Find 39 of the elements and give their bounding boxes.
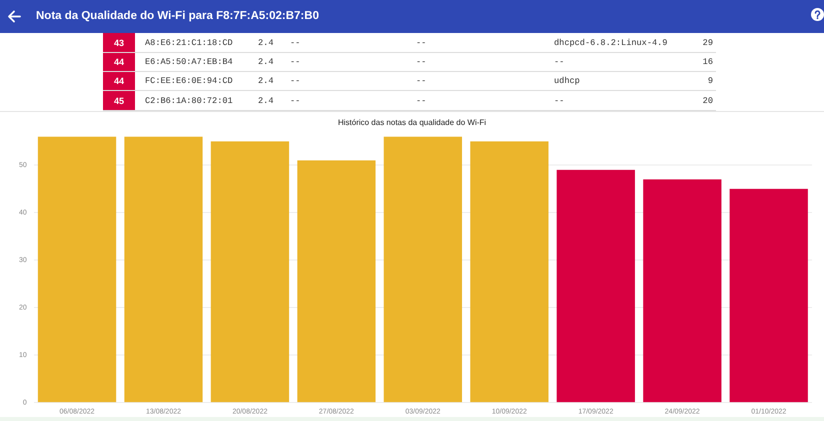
text: dhcpcd-6.8.2:Linux-4.9	[554, 38, 668, 48]
text: udhcp	[554, 76, 580, 86]
text: 2.4	[258, 96, 274, 106]
bar	[643, 179, 722, 402]
bar	[124, 136, 203, 402]
text: 44	[114, 76, 124, 86]
bar	[384, 136, 462, 402]
text: 20	[702, 96, 713, 106]
text: C2:B6:1A:80:72:01	[145, 96, 233, 106]
text: --	[416, 57, 426, 67]
text: --	[290, 38, 300, 48]
text: Nota da Qualidade do Wi-Fi para F8:7F:A5:02:B7:B0	[36, 9, 319, 24]
text: 2.4	[258, 76, 274, 86]
text: --	[416, 96, 426, 106]
text: 9	[708, 76, 713, 86]
text: --	[416, 76, 426, 86]
bar	[470, 141, 548, 402]
text: --	[290, 96, 300, 106]
text: FC:EE:E6:0E:94:CD	[145, 76, 233, 86]
text: 16	[702, 57, 713, 67]
text: --	[290, 76, 300, 86]
bar	[210, 141, 290, 402]
bar	[38, 136, 116, 402]
text: 43	[114, 38, 124, 48]
text: --	[554, 96, 564, 106]
text: 2.4	[258, 38, 274, 48]
chart-title: Histórico das notas da qualidade do Wi-Fi	[338, 118, 486, 128]
text: --	[290, 57, 300, 67]
text: 45	[114, 96, 124, 106]
text: --	[554, 57, 564, 67]
bar	[297, 160, 376, 402]
text: 29	[702, 38, 713, 48]
bar	[730, 188, 808, 402]
text: --	[416, 38, 426, 48]
text: 44	[114, 57, 124, 67]
text: A8:E6:21:C1:18:CD	[145, 38, 233, 48]
text: 2.4	[258, 57, 274, 67]
text: E6:A5:50:A7:EB:B4	[145, 57, 233, 67]
bar	[556, 170, 635, 402]
